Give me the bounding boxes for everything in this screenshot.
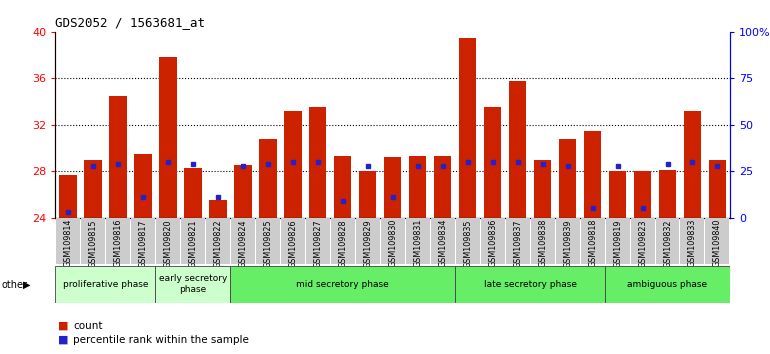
FancyBboxPatch shape [480, 218, 504, 264]
Text: ▶: ▶ [23, 280, 31, 290]
Bar [409, 156, 427, 218]
Text: ■: ■ [58, 335, 69, 345]
Text: early secretory
phase: early secretory phase [159, 274, 227, 294]
FancyBboxPatch shape [506, 218, 530, 264]
FancyBboxPatch shape [605, 266, 730, 303]
Bar [159, 57, 176, 218]
Bar [309, 107, 326, 218]
Bar [434, 156, 451, 218]
Text: GSM109838: GSM109838 [538, 219, 547, 268]
Text: GSM109825: GSM109825 [263, 219, 273, 268]
FancyBboxPatch shape [556, 218, 580, 264]
FancyBboxPatch shape [206, 218, 229, 264]
FancyBboxPatch shape [230, 266, 455, 303]
Bar [59, 175, 77, 218]
Text: GSM109818: GSM109818 [588, 219, 597, 268]
Text: late secretory phase: late secretory phase [484, 280, 577, 289]
FancyBboxPatch shape [456, 218, 480, 264]
FancyBboxPatch shape [705, 218, 729, 264]
FancyBboxPatch shape [256, 218, 280, 264]
Text: percentile rank within the sample: percentile rank within the sample [73, 335, 249, 345]
Text: count: count [73, 321, 102, 331]
Text: GSM109831: GSM109831 [413, 219, 422, 268]
Text: ambiguous phase: ambiguous phase [628, 280, 708, 289]
FancyBboxPatch shape [106, 218, 130, 264]
Text: GSM109814: GSM109814 [63, 219, 72, 268]
FancyBboxPatch shape [631, 218, 654, 264]
Text: ■: ■ [58, 321, 69, 331]
Text: GSM109840: GSM109840 [713, 219, 722, 268]
Bar [584, 131, 601, 218]
FancyBboxPatch shape [605, 218, 630, 264]
Text: GSM109815: GSM109815 [89, 219, 98, 268]
FancyBboxPatch shape [281, 218, 305, 264]
Text: GSM109836: GSM109836 [488, 219, 497, 268]
FancyBboxPatch shape [181, 218, 205, 264]
FancyBboxPatch shape [681, 218, 705, 264]
Bar [534, 160, 551, 218]
Bar [359, 171, 377, 218]
FancyBboxPatch shape [531, 218, 554, 264]
Text: GSM109832: GSM109832 [663, 219, 672, 268]
Bar [259, 139, 276, 218]
Bar [684, 111, 701, 218]
FancyBboxPatch shape [655, 218, 679, 264]
Text: other: other [2, 280, 28, 290]
Text: GSM109837: GSM109837 [513, 219, 522, 268]
Bar [84, 160, 102, 218]
FancyBboxPatch shape [430, 218, 454, 264]
Bar [384, 157, 401, 218]
Text: GSM109835: GSM109835 [463, 219, 472, 268]
FancyBboxPatch shape [380, 218, 405, 264]
Bar [109, 96, 126, 218]
FancyBboxPatch shape [455, 266, 605, 303]
Text: GSM109833: GSM109833 [688, 219, 697, 268]
Text: GSM109822: GSM109822 [213, 219, 223, 268]
Bar [209, 200, 226, 218]
Bar [134, 154, 152, 218]
FancyBboxPatch shape [56, 218, 80, 264]
Bar [559, 139, 576, 218]
Bar [659, 170, 676, 218]
Bar [234, 165, 252, 218]
Bar [334, 156, 351, 218]
FancyBboxPatch shape [306, 218, 330, 264]
Text: GSM109826: GSM109826 [288, 219, 297, 268]
Bar [708, 160, 726, 218]
Text: GSM109816: GSM109816 [113, 219, 122, 268]
Text: GSM109839: GSM109839 [563, 219, 572, 268]
FancyBboxPatch shape [81, 218, 105, 264]
Bar [609, 171, 626, 218]
Text: GSM109830: GSM109830 [388, 219, 397, 268]
Text: GSM109817: GSM109817 [139, 219, 147, 268]
Text: GSM109824: GSM109824 [238, 219, 247, 268]
FancyBboxPatch shape [231, 218, 255, 264]
Text: GDS2052 / 1563681_at: GDS2052 / 1563681_at [55, 16, 206, 29]
Text: GSM109821: GSM109821 [189, 219, 197, 268]
Bar [284, 111, 302, 218]
FancyBboxPatch shape [581, 218, 604, 264]
Text: mid secretory phase: mid secretory phase [296, 280, 389, 289]
Bar [459, 38, 477, 218]
FancyBboxPatch shape [156, 266, 230, 303]
Text: proliferative phase: proliferative phase [62, 280, 148, 289]
FancyBboxPatch shape [156, 218, 180, 264]
FancyBboxPatch shape [55, 266, 156, 303]
Text: GSM109829: GSM109829 [363, 219, 372, 268]
Text: GSM109819: GSM109819 [613, 219, 622, 268]
Bar [184, 168, 202, 218]
Text: GSM109820: GSM109820 [163, 219, 172, 268]
FancyBboxPatch shape [131, 218, 155, 264]
Text: GSM109834: GSM109834 [438, 219, 447, 268]
FancyBboxPatch shape [406, 218, 430, 264]
Text: GSM109828: GSM109828 [338, 219, 347, 268]
FancyBboxPatch shape [356, 218, 380, 264]
Text: GSM109823: GSM109823 [638, 219, 647, 268]
Bar [509, 81, 527, 218]
Text: GSM109827: GSM109827 [313, 219, 323, 268]
Bar [484, 107, 501, 218]
FancyBboxPatch shape [331, 218, 355, 264]
Bar [634, 171, 651, 218]
